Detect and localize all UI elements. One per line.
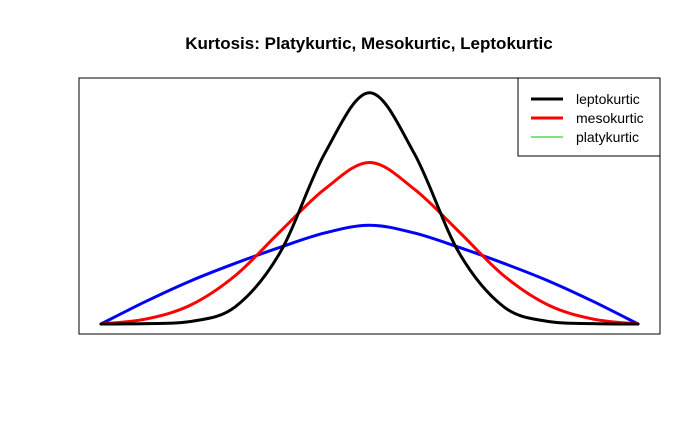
legend-label-mesokurtic: mesokurtic (576, 110, 644, 126)
series-layer (99, 91, 640, 326)
series-line-platykurtic (99, 223, 640, 326)
plot-frame (78, 77, 661, 335)
series-line-leptokurtic (99, 91, 640, 326)
chart-title: Kurtosis: Platykurtic, Mesokurtic, Lepto… (185, 34, 552, 53)
series-line-mesokurtic (99, 160, 640, 326)
legend-label-leptokurtic: leptokurtic (576, 91, 640, 107)
legend: leptokurtic mesokurtic platykurtic (517, 77, 661, 157)
legend-label-platykurtic: platykurtic (576, 129, 639, 145)
